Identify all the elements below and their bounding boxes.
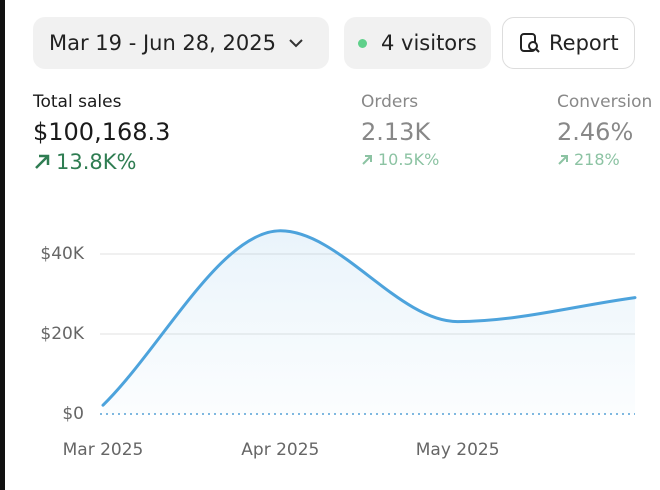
y-tick-label: $0 (62, 404, 84, 424)
metric-label: Conversion (557, 92, 653, 112)
metric-change: 13.8K% (33, 150, 170, 174)
chevron-icon (289, 39, 303, 48)
change-text: 13.8K% (56, 150, 137, 174)
metric-value: 2.13K (361, 118, 431, 146)
status-dot (358, 38, 367, 48)
report: Report (549, 31, 619, 55)
y-tick-label: $40K (40, 244, 84, 264)
report-button[interactable]: Report (502, 17, 635, 69)
x-tick-label: Apr 2025 (241, 440, 319, 460)
metric-label: Orders (361, 92, 419, 112)
visitors-button[interactable]: 4 visitors (344, 17, 491, 69)
metric-label: Total sales (33, 92, 122, 112)
up-arrow (362, 154, 372, 165)
metric-change: 218% (557, 150, 660, 169)
y-tick-label: $20K (40, 324, 84, 344)
line (101, 229, 637, 407)
metric-value: 2.46% (557, 118, 634, 146)
up-arrow (558, 154, 568, 165)
metric-value: $100,168.3 (33, 118, 171, 146)
x-tick-label: May 2025 (416, 440, 500, 460)
report-icon (520, 33, 540, 53)
window-edge (0, 0, 5, 490)
up-arrow (35, 154, 50, 169)
metric: Orders 2.13K 10.5K% (361, 92, 439, 169)
change-text: 10.5K% (378, 150, 440, 169)
date-range: Mar 19 - Jun 28, 2025 (49, 31, 276, 55)
x-tick-label: Mar 2025 (63, 440, 144, 460)
area (103, 230, 635, 414)
metric: Conversion 2.46% 218% (557, 92, 660, 169)
metric-change: 10.5K% (361, 150, 439, 169)
change-text: 218% (574, 150, 620, 169)
metric: Total sales $100,168.3 13.8K% (33, 92, 170, 174)
date-range-button[interactable]: Mar 19 - Jun 28, 2025 (33, 17, 329, 69)
visitors: 4 visitors (381, 31, 477, 55)
